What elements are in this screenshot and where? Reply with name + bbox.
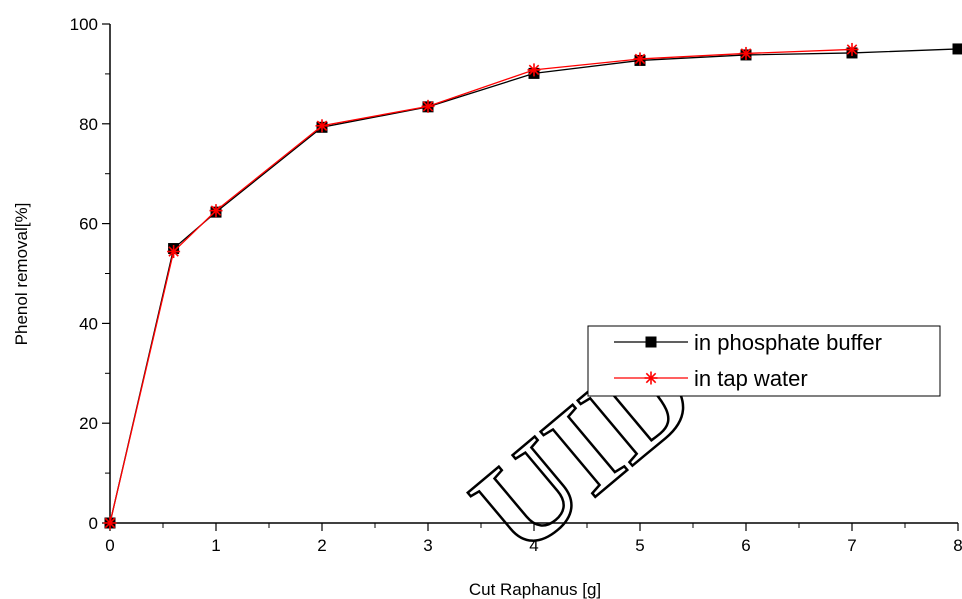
asterisk-stroke xyxy=(104,517,116,529)
legend-item: in phosphate buffer xyxy=(614,330,882,355)
legend-items: in phosphate buffer in tap water xyxy=(614,330,882,391)
y-tick-label: 80 xyxy=(79,115,98,134)
data-point xyxy=(952,43,962,55)
y-tick-label: 60 xyxy=(79,215,98,234)
x-axis-title: Cut Raphanus [g] xyxy=(469,580,601,599)
data-point xyxy=(209,204,223,218)
x-tick-label: 8 xyxy=(953,536,962,555)
data-point xyxy=(315,119,329,133)
y-tick-label: 100 xyxy=(70,15,98,34)
data-point xyxy=(845,42,859,56)
x-tick-label: 2 xyxy=(317,536,326,555)
x-tick-label: 1 xyxy=(211,536,220,555)
y-tick-label: 0 xyxy=(89,514,98,533)
asterisk-stroke xyxy=(528,64,540,76)
x-tick-label: 6 xyxy=(741,536,750,555)
y-tick-label: 20 xyxy=(79,414,98,433)
asterisk-stroke xyxy=(422,101,434,112)
asterisk-stroke xyxy=(740,48,752,59)
legend-item: in tap water xyxy=(614,366,808,391)
x-tick-label: 4 xyxy=(529,536,538,555)
y-tick-label: 40 xyxy=(79,314,98,333)
legend-marker xyxy=(645,336,657,348)
data-point xyxy=(103,516,117,530)
data-point xyxy=(739,46,753,60)
asterisk-stroke xyxy=(210,205,222,216)
data-point xyxy=(167,245,181,259)
x-tick-label: 5 xyxy=(635,536,644,555)
legend-label: in phosphate buffer xyxy=(694,330,882,355)
x-tick-label: 7 xyxy=(847,536,856,555)
asterisk-stroke xyxy=(316,120,328,132)
asterisk-stroke xyxy=(846,44,858,55)
series-layer xyxy=(103,42,962,530)
legend: in phosphate buffer in tap water xyxy=(587,325,941,397)
legend-label: in tap water xyxy=(694,366,808,391)
legend-marker xyxy=(644,371,658,385)
data-point xyxy=(421,99,435,113)
asterisk-stroke xyxy=(168,246,179,257)
asterisk-stroke xyxy=(645,372,657,384)
series-2 xyxy=(103,42,859,530)
x-tick-label: 3 xyxy=(423,536,432,555)
x-tick-label: 0 xyxy=(105,536,114,555)
y-axis-title: Phenol removal[%] xyxy=(12,203,31,346)
data-point xyxy=(633,52,647,66)
data-point xyxy=(527,63,541,77)
asterisk-stroke xyxy=(634,53,646,65)
